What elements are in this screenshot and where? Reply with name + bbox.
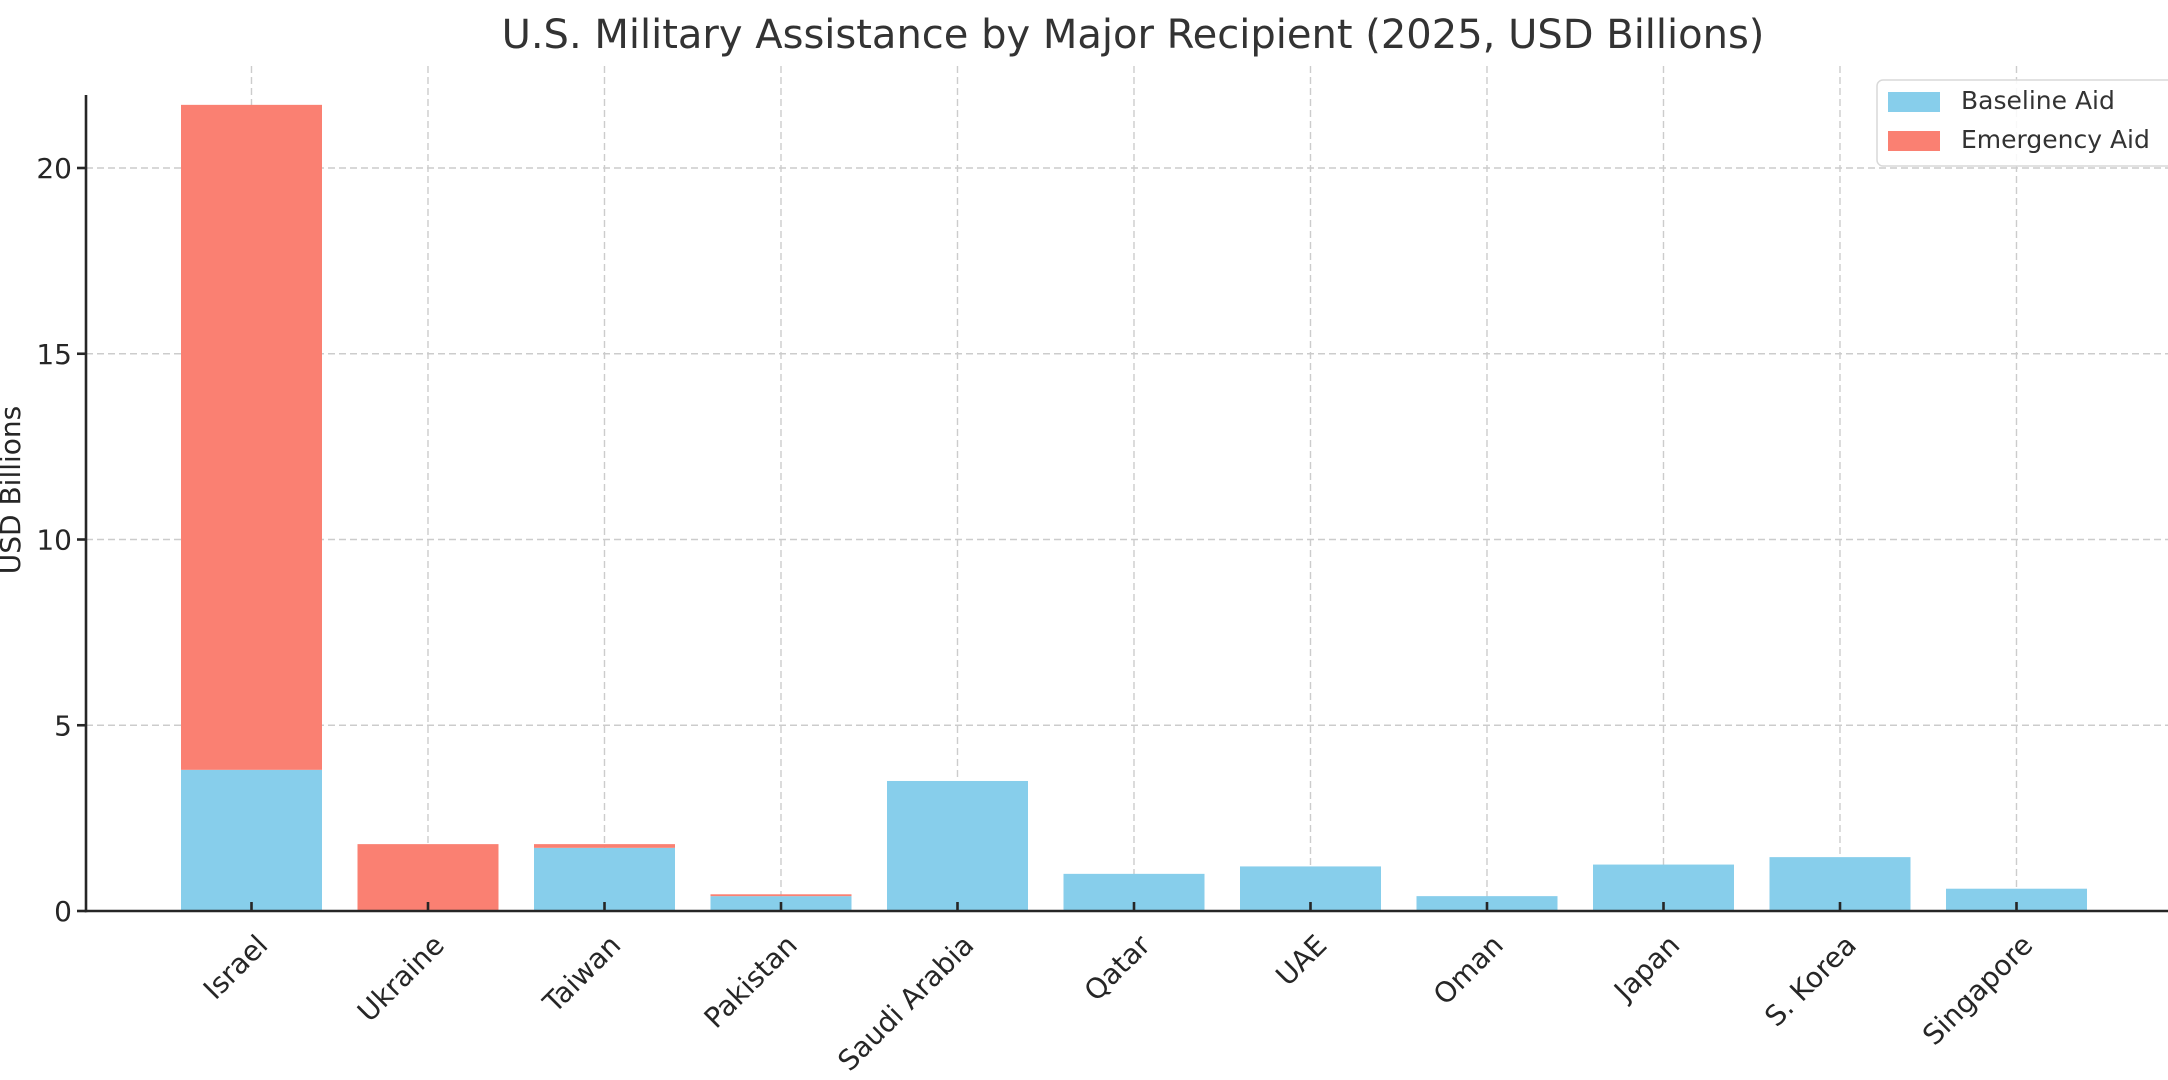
bar-israel-emergency-aid [181, 104, 322, 770]
ticks-layer: 0 5 10 15 20 Israel Ukraine Taiwan Pakistan Saudi… [36, 152, 2039, 1077]
bar-singapore-baseline-aid [1946, 888, 2087, 911]
grid-layer [86, 66, 2168, 911]
x-tick-label-saudi-arabia: Saudi Arabia [831, 928, 980, 1077]
bar-pakistan-emergency-aid [710, 894, 852, 897]
legend: Baseline Aid Emergency Aid [1876, 79, 2168, 167]
y-tick-label-5: 5 [54, 709, 72, 742]
x-tick-label-singapore: Singapore [1916, 928, 2039, 1051]
bar-taiwan-baseline-aid [534, 847, 675, 911]
legend-label-emergency-aid: Emergency Aid [1961, 125, 2150, 154]
y-tick-label-20: 20 [36, 152, 72, 185]
x-tick-label-qatar: Qatar [1078, 928, 1157, 1007]
x-tick-label-s-korea: S. Korea [1758, 928, 1863, 1033]
bar-taiwan-emergency-aid [534, 844, 675, 848]
y-tick-label-10: 10 [36, 524, 72, 557]
x-tick-label-taiwan: Taiwan [536, 928, 627, 1019]
bar-saudi-arabia-baseline-aid [887, 780, 1028, 911]
bar-israel-baseline-aid [181, 769, 322, 911]
x-tick-label-ukraine: Ukraine [351, 928, 451, 1028]
legend-swatch-emergency-aid [1888, 131, 1940, 151]
axes-layer [84, 95, 2168, 913]
x-tick-label-pakistan: Pakistan [698, 928, 804, 1034]
x-tick-label-oman: Oman [1427, 928, 1510, 1011]
legend-label-baseline-aid: Baseline Aid [1961, 86, 2115, 115]
legend-frame [1876, 79, 2168, 167]
bar-ukraine-emergency-aid [357, 844, 499, 911]
y-tick-label-15: 15 [36, 338, 72, 371]
y-tick-label-0: 0 [54, 895, 72, 928]
y-axis-label: USD Billions [0, 406, 27, 575]
chart-title: U.S. Military Assistance by Major Recipi… [502, 12, 1765, 58]
bars-layer [181, 104, 2087, 911]
x-tick-label-japan: Japan [1606, 928, 1686, 1008]
legend-swatch-baseline-aid [1888, 92, 1940, 112]
x-tick-label-israel: Israel [197, 928, 274, 1005]
x-tick-label-uae: UAE [1269, 928, 1333, 992]
